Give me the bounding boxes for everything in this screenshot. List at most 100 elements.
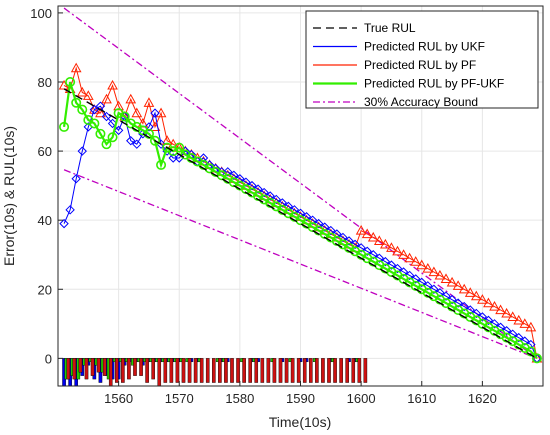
pf-point — [101, 93, 112, 104]
ukf-point — [235, 174, 245, 184]
pf-point — [113, 100, 124, 111]
x-tick-label: 1570 — [165, 391, 194, 406]
ukf-point — [126, 136, 136, 146]
y-tick-label: 0 — [45, 351, 52, 366]
ukf-point — [144, 122, 154, 132]
ukf-point — [326, 225, 336, 236]
ukf-point — [59, 218, 69, 229]
pf-point — [470, 290, 482, 301]
pf-point — [483, 297, 494, 308]
ukf-point — [483, 315, 494, 326]
pf-error-bar — [139, 358, 143, 376]
y-tick-label: 40 — [38, 213, 52, 228]
pf-point — [452, 280, 464, 290]
pf-error-bar — [205, 358, 210, 383]
pf-point — [440, 273, 452, 284]
pf-error-bar — [169, 358, 174, 383]
accuracy-bound-line-upper — [63, 7, 538, 359]
ukf-point — [295, 208, 306, 218]
ukf-point — [265, 191, 275, 201]
pf-point — [361, 228, 373, 239]
legend: True RUL Predicted RUL by UKF Predicted RU… — [305, 10, 539, 109]
y-tick-label: 100 — [30, 6, 52, 21]
pf-point — [107, 79, 118, 90]
pf-error-bar — [90, 358, 95, 376]
y-tick-label: 60 — [38, 144, 52, 159]
ukf-point — [471, 308, 482, 319]
ukf-point — [435, 288, 445, 298]
pf-point — [398, 249, 409, 259]
pf-point — [131, 107, 143, 118]
x-tick-label: 1590 — [286, 391, 315, 406]
pf-error-bar — [96, 358, 101, 373]
ukf-point — [356, 243, 366, 253]
pfukf-point — [107, 132, 118, 143]
x-axis-label: Time(10s) — [269, 414, 332, 430]
ukf-point — [277, 198, 288, 208]
legend-label: Predicted RUL by PF — [364, 58, 476, 72]
ukf-point — [71, 174, 81, 184]
legend-label: Predicted RUL by PF-UKF — [364, 77, 504, 91]
pf-error-bar — [339, 358, 343, 383]
ukf-point — [198, 153, 209, 163]
series-layer — [58, 7, 543, 364]
ukf-point — [374, 253, 385, 263]
pf-error-bar — [121, 358, 125, 383]
pf-error-bar — [199, 358, 204, 383]
pf-error-bar — [115, 358, 119, 383]
pf-error-bar — [296, 358, 301, 383]
pf-point — [392, 245, 403, 256]
ukf-point — [77, 146, 87, 156]
ukf-point — [113, 125, 124, 136]
ukf-point — [150, 108, 160, 118]
pf-error-bar — [278, 358, 283, 383]
pfukf-point — [101, 139, 112, 150]
pf-point — [416, 259, 428, 270]
ukf-point — [65, 205, 75, 215]
pf-point — [489, 301, 500, 311]
pf-point — [161, 135, 173, 145]
ukf-point — [520, 336, 530, 346]
ukf-point — [253, 184, 263, 194]
ukf-point — [271, 194, 281, 205]
y-axis-label: Error(10s) & RUL(10s) — [1, 126, 17, 266]
pfukf-point — [77, 104, 88, 115]
ukf-point — [289, 205, 300, 215]
ukf-point — [259, 187, 269, 198]
ukf-point — [350, 239, 360, 250]
legend-label: 30% Accuracy Bound — [364, 95, 478, 109]
pf-error-bar — [84, 358, 89, 380]
pf-point — [495, 304, 506, 315]
ukf-point — [247, 180, 257, 191]
y-tick-label: 20 — [38, 282, 52, 297]
pf-point — [422, 263, 434, 273]
ukf-point — [392, 263, 403, 274]
pf-error-bar — [102, 358, 107, 376]
ukf-point — [447, 294, 457, 305]
ukf-point — [514, 332, 524, 343]
ukf-point — [132, 139, 142, 149]
ukf-point — [398, 267, 409, 277]
pf-error-bar — [151, 358, 155, 380]
pf-error-bar — [315, 358, 319, 383]
pf-point — [446, 276, 458, 287]
ukf-point — [223, 167, 233, 177]
pf-error-bar — [181, 358, 186, 383]
pf-error-bar — [163, 358, 168, 383]
pf-error-bar — [345, 358, 349, 383]
pf-point — [167, 138, 179, 149]
pf-point — [501, 307, 512, 318]
pf-error-bar — [309, 358, 313, 383]
pfukf-point — [174, 142, 185, 153]
ukf-point — [320, 222, 330, 232]
ukf-point — [526, 339, 536, 350]
ukf-point — [338, 232, 348, 243]
pf-error-bar — [321, 358, 325, 383]
pf-point — [380, 238, 391, 249]
x-tick-label: 1580 — [225, 391, 254, 406]
pf-point — [434, 269, 446, 280]
pf-error-bar — [187, 358, 192, 383]
ukf-point — [168, 153, 178, 163]
ukf-point — [332, 229, 342, 239]
pf-error-bar — [66, 358, 71, 380]
